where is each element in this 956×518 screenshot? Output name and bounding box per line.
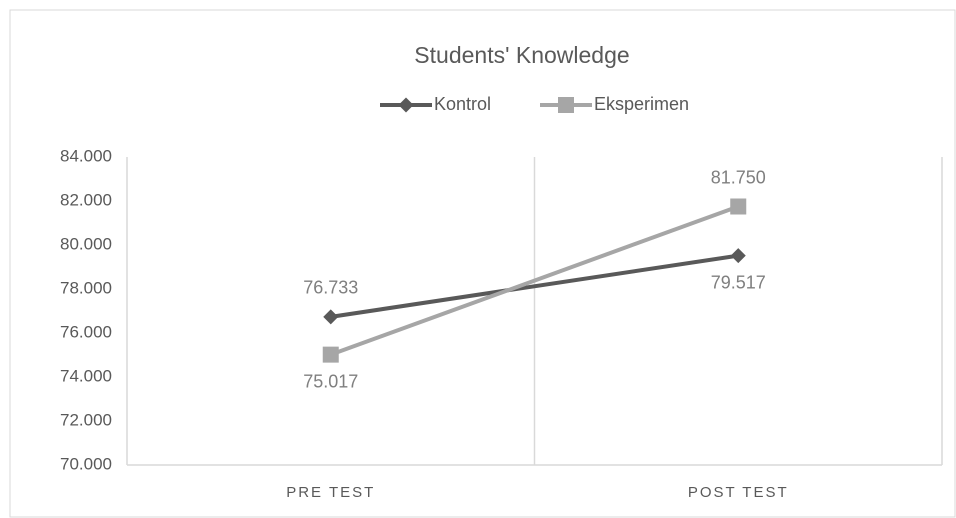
y-tick-label: 82.000 <box>60 190 112 209</box>
y-tick-label: 70.000 <box>60 454 112 473</box>
legend-marker <box>398 97 414 113</box>
point-marker <box>323 309 339 325</box>
chart-border <box>9 9 956 518</box>
y-tick-label: 74.000 <box>60 366 112 385</box>
chart-title: Students' Knowledge <box>414 42 629 68</box>
x-tick-label: POST TEST <box>688 484 789 501</box>
y-tick-label: 76.000 <box>60 322 112 341</box>
series-line <box>330 253 739 319</box>
y-tick-label: 72.000 <box>60 410 112 429</box>
y-tick-label: 78.000 <box>60 278 112 297</box>
y-tick-label: 80.000 <box>60 234 112 253</box>
point-marker <box>730 248 746 264</box>
legend-marker <box>558 97 574 113</box>
x-tick-label: PRE TEST <box>286 484 375 501</box>
point-marker <box>730 198 747 215</box>
series-line <box>330 204 739 357</box>
data-label: 75.017 <box>303 371 358 391</box>
y-tick-label: 84.000 <box>60 146 112 165</box>
point-marker <box>322 346 339 363</box>
data-label: 81.750 <box>711 167 766 187</box>
data-label: 79.517 <box>711 272 766 292</box>
legend-label: Kontrol <box>434 94 491 114</box>
legend-label: Eksperimen <box>594 94 689 114</box>
data-label: 76.733 <box>303 278 358 298</box>
